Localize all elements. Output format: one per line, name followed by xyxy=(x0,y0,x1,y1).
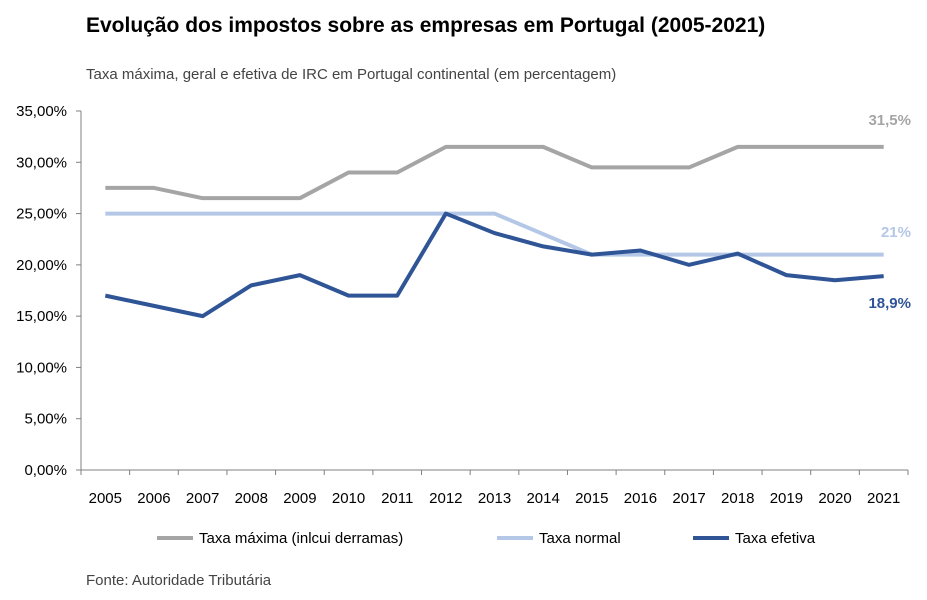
x-tick-label: 2018 xyxy=(721,490,754,507)
y-tick-label: 5,00% xyxy=(24,411,67,428)
x-tick-label: 2014 xyxy=(526,490,559,507)
legend-label: Taxa máxima (inlcui derramas) xyxy=(199,530,403,547)
x-tick-label: 2005 xyxy=(89,490,122,507)
legend-label: Taxa efetiva xyxy=(735,530,816,547)
end-label: 31,5% xyxy=(868,112,911,129)
series-line-0 xyxy=(105,144,884,201)
x-tick-label: 2012 xyxy=(429,490,462,507)
x-tick-label: 2011 xyxy=(381,490,413,507)
chart-subtitle: Taxa máxima, geral e efetiva de IRC em P… xyxy=(86,66,617,83)
y-tick-label: 15,00% xyxy=(16,308,67,325)
x-tick-label: 2009 xyxy=(283,490,316,507)
y-tick-label: 20,00% xyxy=(16,257,67,274)
x-tick-label: 2008 xyxy=(235,490,268,507)
x-tick-label: 2019 xyxy=(770,490,803,507)
end-label: 21% xyxy=(881,224,911,241)
x-tick-label: 2006 xyxy=(137,490,170,507)
y-tick-label: 35,00% xyxy=(16,103,67,120)
x-tick-label: 2015 xyxy=(575,490,608,507)
chart-source: Fonte: Autoridade Tributária xyxy=(86,572,272,589)
y-tick-label: 0,00% xyxy=(24,462,67,479)
y-tick-label: 30,00% xyxy=(16,154,67,171)
x-tick-label: 2021 xyxy=(867,490,900,507)
end-label: 18,9% xyxy=(868,295,911,312)
y-tick-label: 10,00% xyxy=(16,359,67,376)
series-line-2 xyxy=(104,211,884,319)
chart-title: Evolução dos impostos sobre as empresas … xyxy=(86,14,766,37)
x-tick-label: 2010 xyxy=(332,490,365,507)
x-tick-label: 2007 xyxy=(186,490,219,507)
y-tick-label: 25,00% xyxy=(16,206,67,223)
x-tick-label: 2017 xyxy=(672,490,705,507)
x-tick-label: 2020 xyxy=(818,490,851,507)
x-tick-label: 2013 xyxy=(478,490,511,507)
x-tick-label: 2016 xyxy=(624,490,657,507)
legend-label: Taxa normal xyxy=(539,530,621,547)
